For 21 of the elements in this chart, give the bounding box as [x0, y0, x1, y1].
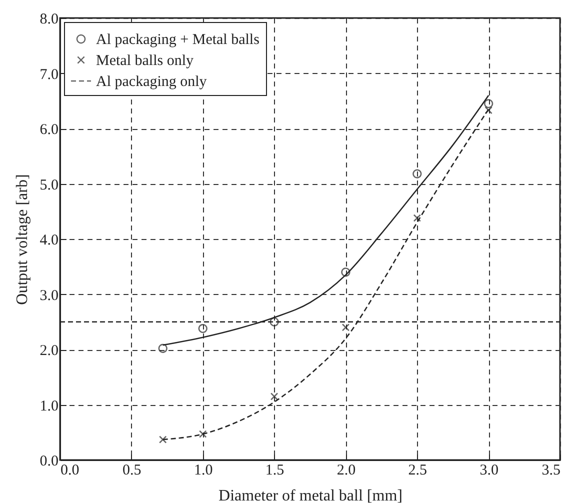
x-tick-label: 3.5: [542, 462, 560, 478]
y-tick-label: 5.0: [40, 177, 58, 194]
y-tick-label: 6.0: [40, 122, 58, 138]
y-tick-label: 3.0: [40, 288, 58, 304]
x-tick-label: 0.0: [60, 462, 80, 478]
legend-label: Al packaging + Metal balls: [96, 32, 260, 48]
y-tick-label: 8.0: [40, 12, 58, 28]
y-axis-title: Output voltage [arb]: [14, 174, 31, 305]
y-tick-label: 4.0: [40, 232, 58, 248]
y-tick-label: 1.0: [40, 398, 58, 414]
y-tick-label: 7.0: [40, 66, 58, 83]
x-tick-label: 2.5: [408, 462, 428, 478]
y-tick-label: 2.0: [40, 343, 58, 359]
x-axis-title: Diameter of metal ball [mm]: [218, 488, 402, 503]
legend-label: Metal balls only: [96, 53, 194, 69]
x-tick-label: 3.0: [480, 462, 498, 478]
x-tick-label: 0.5: [122, 462, 142, 478]
x-tick-label: 1.5: [265, 462, 284, 478]
x-tick-label: 1.0: [194, 462, 213, 478]
x-tick-label: 2.0: [336, 462, 356, 478]
legend-label: Al packaging only: [96, 74, 208, 90]
